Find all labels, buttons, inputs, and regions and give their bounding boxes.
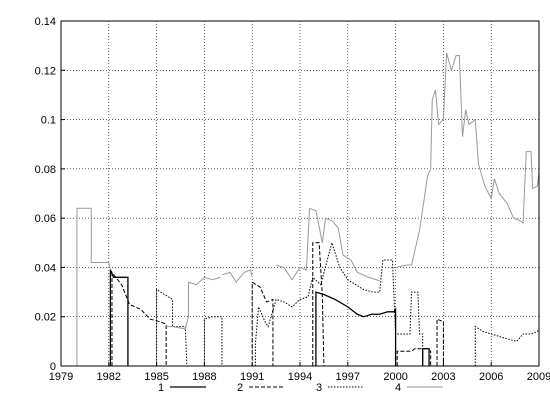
- y-tick-label: 0.14: [35, 16, 56, 28]
- series-4-line: [395, 52, 540, 268]
- series-4-line: [221, 269, 253, 284]
- x-tick-label: 2006: [479, 371, 503, 383]
- series-3-line: [474, 325, 540, 366]
- y-tick-label: 0.1: [41, 115, 56, 127]
- series-3-line: [203, 316, 223, 366]
- series-4-line: [275, 207, 384, 283]
- series-3: [156, 241, 540, 367]
- legend: 1 2 3 4: [158, 382, 443, 394]
- y-tick-label: 0.06: [35, 213, 56, 225]
- x-tick-label: 2003: [431, 371, 455, 383]
- series-2-line: [111, 270, 167, 366]
- y-tick-label: 0.02: [35, 312, 56, 324]
- series-2-line: [251, 281, 274, 366]
- x-tick-label: 1991: [240, 371, 264, 383]
- series-1: [109, 269, 430, 366]
- series-4-line: [166, 276, 221, 330]
- series-3-line: [254, 241, 424, 366]
- legend-label: 1: [158, 382, 164, 394]
- legend-label: 4: [395, 382, 401, 394]
- y-tick-label: 0.12: [35, 65, 56, 77]
- grid-lines: [61, 21, 539, 366]
- y-tick-label: 0.04: [35, 262, 56, 274]
- series-1-line: [315, 291, 397, 366]
- x-axis-tick-labels: 1979 1982 1985 1988 1991 1994 1997 2000 2003 2006…: [49, 371, 550, 383]
- series-2-line: [436, 318, 444, 366]
- axis-ticks: [60, 20, 540, 367]
- x-tick-label: 1997: [336, 371, 360, 383]
- y-tick-label: 0: [50, 361, 56, 373]
- series-1-line: [422, 348, 430, 366]
- x-tick-label: 2009: [527, 371, 550, 383]
- x-tick-label: 1982: [97, 371, 121, 383]
- series-4-line: [76, 207, 111, 366]
- x-tick-label: 1985: [144, 371, 168, 383]
- y-axis-tick-labels: 0 0.02 0.04 0.06 0.08 0.1 0.12 0.14: [35, 16, 56, 373]
- y-tick-label: 0.08: [35, 164, 56, 176]
- legend-label: 3: [316, 382, 322, 394]
- series-4: [76, 52, 540, 366]
- series-lines: [76, 52, 540, 367]
- x-tick-label: 1988: [192, 371, 216, 383]
- x-tick-label: 1994: [288, 371, 312, 383]
- series-2-line: [396, 348, 432, 366]
- series-2-line: [312, 242, 325, 367]
- legend-label: 2: [237, 382, 243, 394]
- series-2: [111, 242, 444, 367]
- series-1-line: [109, 269, 129, 366]
- x-tick-label: 2000: [383, 371, 407, 383]
- series-3-line: [156, 288, 188, 367]
- x-tick-label: 1979: [49, 371, 73, 383]
